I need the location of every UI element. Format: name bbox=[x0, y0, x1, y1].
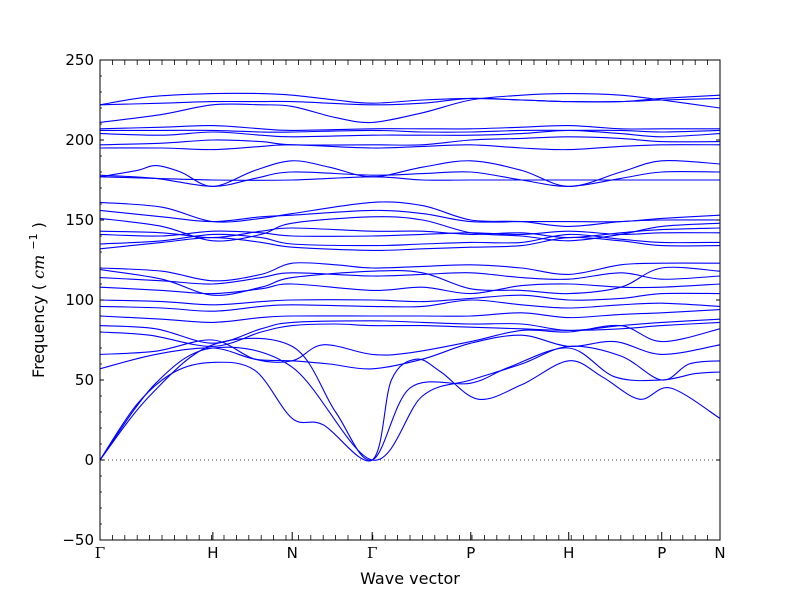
band-line-4 bbox=[100, 334, 720, 370]
band-line-29 bbox=[100, 125, 720, 131]
y-tick-label: 200 bbox=[65, 131, 94, 149]
band-line-16 bbox=[100, 233, 720, 247]
y-axis-label-text: Frequency bbox=[29, 295, 48, 378]
x-tick-label: Γ bbox=[367, 544, 377, 562]
y-tick-label: 0 bbox=[84, 451, 94, 469]
y-axis-label-unit: cm bbox=[29, 255, 48, 279]
y-axis-label-close-paren: ) bbox=[29, 222, 48, 228]
band-line-9 bbox=[100, 299, 720, 312]
band-line-24 bbox=[100, 176, 720, 181]
y-axis-ticks: −50 0 50 100 150 200 250 bbox=[62, 51, 720, 549]
band-line-27 bbox=[100, 129, 720, 138]
x-tick-label: P bbox=[466, 544, 475, 562]
x-tick-label: N bbox=[714, 544, 725, 562]
band-line-2 bbox=[100, 358, 720, 462]
band-line-18 bbox=[100, 227, 720, 239]
band-line-22 bbox=[100, 159, 720, 187]
x-axis-label: Wave vector bbox=[360, 569, 460, 588]
band-line-28 bbox=[100, 129, 720, 133]
band-line-1 bbox=[100, 337, 720, 461]
x-tick-label: Γ bbox=[95, 544, 105, 562]
x-tick-label: H bbox=[207, 544, 218, 562]
series-layer bbox=[100, 92, 720, 462]
band-line-8 bbox=[100, 309, 720, 323]
y-axis-label: Frequency ( cm −1 ) bbox=[22, 222, 48, 378]
y-tick-label: 100 bbox=[65, 291, 94, 309]
band-line-12 bbox=[100, 272, 720, 285]
band-line-14 bbox=[100, 266, 720, 296]
band-line-25 bbox=[100, 144, 720, 151]
y-axis-label-unit-exponent: −1 bbox=[27, 233, 40, 249]
x-tick-label: N bbox=[287, 544, 298, 562]
y-tick-label: 250 bbox=[65, 51, 94, 69]
band-line-7 bbox=[100, 318, 720, 344]
band-line-23 bbox=[100, 170, 720, 187]
band-line-32 bbox=[100, 92, 720, 106]
band-line-30 bbox=[100, 93, 720, 124]
band-line-19 bbox=[100, 216, 720, 242]
band-line-26 bbox=[100, 136, 720, 146]
y-tick-label: 50 bbox=[75, 371, 94, 389]
x-tick-label: P bbox=[657, 544, 666, 562]
y-tick-label: 150 bbox=[65, 211, 94, 229]
band-line-21 bbox=[100, 201, 720, 227]
band-line-6 bbox=[100, 321, 720, 347]
y-axis-label-open-paren: ( bbox=[29, 284, 48, 290]
x-tick-label: H bbox=[563, 544, 574, 562]
band-line-10 bbox=[100, 292, 720, 306]
band-line-13 bbox=[100, 262, 720, 282]
y-tick-label: −50 bbox=[62, 531, 94, 549]
